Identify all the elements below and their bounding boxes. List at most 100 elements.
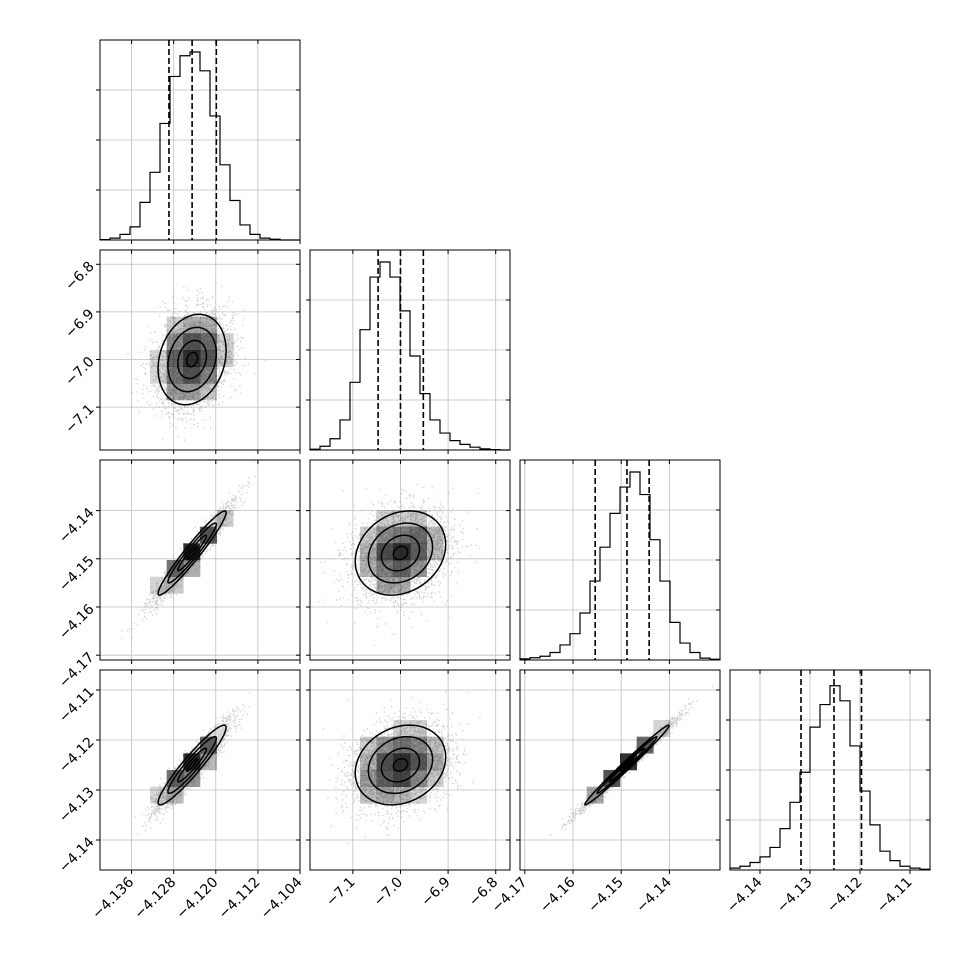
- density-cell: [183, 560, 201, 577]
- density-cell: [376, 753, 394, 771]
- density-cell: [376, 510, 394, 527]
- density-cell: [166, 383, 184, 401]
- contour-line: [619, 757, 635, 773]
- y-tick-label: −7.0: [62, 354, 97, 389]
- x-tick-label: −4.13: [774, 874, 816, 916]
- density-cell: [393, 720, 411, 737]
- x-tick-label: −4.104: [258, 874, 306, 922]
- histogram-panel-3: [516, 459, 721, 664]
- contour-line: [596, 735, 658, 795]
- density-cell: [360, 736, 377, 754]
- y-tick-label: −4.11: [56, 684, 98, 726]
- density-cell: [216, 510, 234, 527]
- density-cell: [410, 510, 427, 527]
- density-cell: [393, 753, 411, 771]
- density-cell: [410, 753, 427, 771]
- contour-line: [367, 522, 434, 584]
- panel-frame: [99, 249, 301, 451]
- density-cell: [360, 753, 377, 771]
- contour-line: [157, 510, 227, 596]
- contour-line: [380, 534, 421, 572]
- density-cell: [410, 543, 427, 561]
- density-cell: [360, 543, 377, 561]
- density-cell: [200, 383, 217, 401]
- density-cell: [393, 770, 411, 787]
- contour-line: [367, 735, 434, 795]
- contour-line: [167, 735, 218, 795]
- contour-line: [608, 747, 646, 783]
- x-tick-label: −4.128: [131, 874, 179, 922]
- contour-line: [167, 522, 218, 584]
- y-tick-label: −4.15: [56, 553, 98, 595]
- contour-line: [157, 724, 227, 806]
- density-cell: [200, 753, 217, 771]
- y-tick-label: −4.17: [56, 650, 98, 692]
- contour-line: [584, 724, 670, 806]
- contour-line: [167, 326, 218, 393]
- contour-line: [354, 724, 447, 806]
- density-cell: [360, 786, 377, 804]
- panel-frame: [309, 669, 511, 871]
- histogram-bars: [99, 51, 300, 241]
- density-cell: [376, 526, 394, 544]
- scatter-panel-3-1: [96, 459, 301, 664]
- panel-frame: [99, 459, 301, 661]
- density-cell: [393, 736, 411, 754]
- y-tick-label: −4.14: [56, 834, 98, 876]
- density-cell: [410, 720, 427, 737]
- histogram-panel-1: [96, 39, 301, 244]
- contour-line: [380, 747, 421, 783]
- panel-frame: [519, 669, 721, 871]
- density-cell: [376, 576, 394, 594]
- y-tick-label: −7.1: [62, 401, 97, 436]
- density-cell: [410, 560, 427, 577]
- density-cell: [586, 786, 604, 804]
- density-cell: [393, 560, 411, 577]
- contour-line: [185, 351, 199, 368]
- x-tick-label: −4.16: [537, 874, 579, 916]
- contour-line: [354, 510, 447, 596]
- panel-frame: [309, 459, 511, 661]
- density-cell: [376, 736, 394, 754]
- density-cell: [166, 576, 184, 594]
- density-cell: [183, 333, 201, 351]
- y-tick-label: −6.9: [62, 306, 97, 341]
- x-tick-label: −4.14: [633, 874, 675, 916]
- panel-frame: [99, 669, 301, 871]
- x-tick-label: −7.0: [371, 874, 406, 909]
- density-cell: [426, 736, 444, 754]
- contour-line: [392, 545, 409, 561]
- x-tick-label: −4.112: [216, 874, 264, 922]
- contour-line: [185, 757, 199, 773]
- scatter-panel-4-3: [516, 669, 721, 874]
- histogram-bars: [729, 685, 931, 870]
- contour-line: [177, 339, 208, 380]
- x-tick-label: −4.136: [89, 874, 137, 922]
- x-tick-label: −4.14: [724, 874, 766, 916]
- contour-line: [392, 757, 409, 773]
- y-tick-label: −4.16: [56, 601, 98, 643]
- scatter-panel-2-1: [96, 249, 301, 454]
- x-tick-label: −4.11: [874, 874, 916, 916]
- x-tick-label: −6.9: [418, 874, 453, 909]
- y-tick-label: −4.12: [56, 734, 98, 776]
- x-tick-label: −7.1: [323, 874, 358, 909]
- y-tick-label: −6.8: [62, 259, 97, 294]
- contour-line: [185, 545, 199, 561]
- scatter-panel-3-2: [306, 459, 511, 664]
- histogram-bars: [309, 261, 510, 451]
- density-cell: [376, 560, 394, 577]
- density-cell: [360, 526, 377, 544]
- density-cell: [200, 350, 217, 367]
- density-cell: [426, 753, 444, 771]
- x-tick-label: −4.15: [585, 874, 627, 916]
- y-tick-label: −4.14: [56, 505, 98, 547]
- density-cell: [426, 543, 444, 561]
- scatter-panel-4-1: [96, 669, 301, 874]
- density-cell: [183, 366, 201, 384]
- density-cell: [393, 576, 411, 594]
- x-tick-label: −4.12: [824, 874, 866, 916]
- density-cell: [426, 770, 444, 787]
- scatter-panel-4-2: [306, 669, 511, 874]
